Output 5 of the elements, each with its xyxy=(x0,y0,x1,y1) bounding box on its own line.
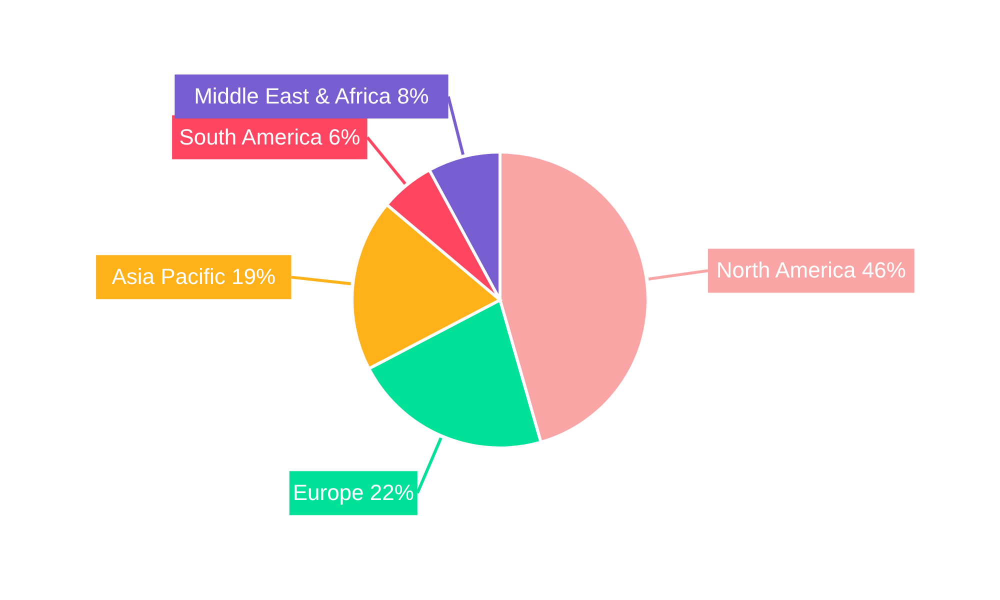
slice-label: Middle East & Africa 8% xyxy=(194,83,429,108)
slice-label: North America 46% xyxy=(716,258,906,283)
slice-label: South America 6% xyxy=(179,124,360,150)
slice-label: Europe 22% xyxy=(292,480,414,506)
slice-label: Asia Pacific 19% xyxy=(112,264,276,290)
